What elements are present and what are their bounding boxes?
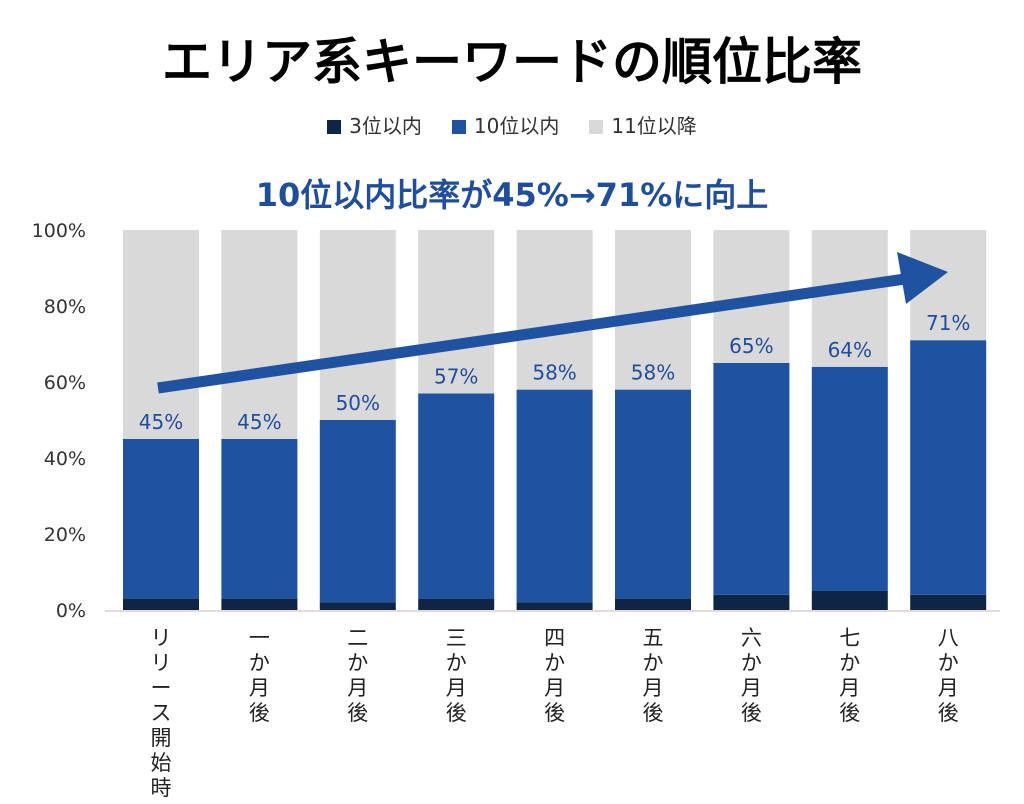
bar-segment-below11 — [418, 230, 495, 394]
legend-label: 11位以降 — [611, 114, 697, 138]
legend-item-top3: 3位以内 — [327, 110, 422, 139]
x-tick-label-char: 月 — [249, 676, 270, 700]
legend-label: 3位以内 — [349, 114, 422, 138]
trend-arrow-head — [897, 252, 948, 304]
legend-item-top10: 10位以内 — [451, 110, 560, 139]
x-tick-label-char: 月 — [446, 676, 467, 700]
y-tick-label: 20% — [44, 524, 86, 546]
x-tick-label-char: 時 — [151, 776, 172, 800]
bar-segment-below11 — [123, 230, 199, 439]
x-tick-label-char: 月 — [741, 676, 762, 700]
x-tick-label-char: 八 — [938, 626, 959, 650]
x-tick-label-char: 後 — [446, 701, 467, 725]
bar-segment-top3 — [811, 591, 888, 610]
bar-segment-top3 — [221, 598, 298, 610]
x-tick-label-char: リ — [151, 651, 172, 675]
x-tick-label-char: 後 — [938, 701, 959, 725]
x-tick-label-char: 後 — [741, 701, 762, 725]
data-label: 45% — [139, 410, 183, 434]
x-tick-label-char: 月 — [544, 676, 565, 700]
data-label: 71% — [926, 311, 970, 335]
x-tick-label-char: か — [643, 651, 664, 675]
x-tick-label-char: 後 — [643, 701, 664, 725]
bar-segment-top10 — [910, 340, 987, 595]
bar-segment-top3 — [319, 602, 396, 610]
data-label: 58% — [532, 361, 576, 385]
bar-segment-below11 — [811, 230, 888, 367]
x-tick-label-char: 月 — [347, 676, 368, 700]
x-tick-label-char: か — [446, 651, 467, 675]
bar-segment-top10 — [516, 389, 593, 603]
chart-title: エリア系キーワードの順位比率 — [162, 33, 862, 91]
x-tick-label-char: 七 — [839, 626, 860, 650]
y-tick-label: 80% — [44, 296, 86, 318]
x-tick-label-char: 月 — [839, 676, 860, 700]
bar-segment-top10 — [319, 420, 396, 603]
x-tick-label-char: 後 — [544, 701, 565, 725]
bar-segment-top3 — [516, 602, 593, 610]
bar-segment-below11 — [319, 230, 396, 420]
x-tick-label-char: ー — [151, 676, 172, 700]
data-label: 50% — [336, 391, 380, 415]
x-tick-label-char: か — [347, 651, 368, 675]
legend-swatch — [327, 120, 342, 134]
x-tick-label-char: 後 — [249, 701, 270, 725]
x-tick-label-char: か — [839, 651, 860, 675]
x-tick-label-char: 後 — [347, 701, 368, 725]
x-tick-label-char: ス — [151, 701, 172, 725]
y-tick-label: 100% — [32, 220, 86, 242]
trend-arrow-shaft — [157, 273, 906, 394]
x-tick-label-char: 月 — [938, 676, 959, 700]
legend: 3位以内 10位以内 11位以降 — [0, 110, 1024, 139]
y-tick-label: 0% — [56, 600, 86, 622]
x-tick-label-char: 二 — [347, 626, 368, 650]
bar-segment-top3 — [123, 598, 199, 610]
bar-segment-top10 — [811, 366, 888, 591]
legend-swatch — [589, 120, 604, 134]
bar-segment-top10 — [123, 439, 199, 599]
bar-segment-top3 — [615, 598, 691, 610]
data-label: 64% — [828, 338, 872, 362]
x-tick-label-char: 後 — [839, 701, 860, 725]
bar-segment-top3 — [713, 594, 790, 610]
bar-segment-below11 — [221, 230, 298, 439]
data-label: 45% — [237, 410, 281, 434]
x-tick-label-char: 三 — [446, 626, 467, 650]
data-label: 65% — [729, 334, 773, 358]
x-tick-label-char: か — [741, 651, 762, 675]
x-tick-label-char: か — [544, 651, 565, 675]
x-tick-label-char: 五 — [643, 626, 664, 650]
x-tick-label-char: か — [249, 651, 270, 675]
legend-label: 10位以内 — [473, 114, 560, 138]
bar-segment-top3 — [910, 594, 987, 610]
data-label: 57% — [434, 364, 478, 388]
y-tick-label: 60% — [44, 372, 86, 394]
bar-segment-top10 — [221, 439, 298, 599]
bar-segment-top10 — [418, 393, 495, 599]
legend-swatch — [451, 120, 466, 134]
bar-segment-top10 — [615, 389, 691, 599]
x-tick-label-char: 一 — [249, 626, 270, 650]
chart-subtitle: 10位以内比率が45%→71%に向上 — [255, 176, 769, 214]
x-tick-label-char: 四 — [544, 626, 565, 650]
bar-segment-top10 — [713, 363, 790, 595]
x-tick-label-char: 月 — [643, 676, 664, 700]
x-tick-label-char: リ — [151, 626, 172, 650]
x-tick-label-char: 六 — [741, 626, 762, 650]
x-tick-label-char: 始 — [151, 751, 172, 775]
x-tick-label-char: 開 — [151, 726, 172, 750]
x-tick-label-char: か — [938, 651, 959, 675]
y-tick-label: 40% — [44, 448, 86, 470]
legend-item-below11: 11位以降 — [589, 110, 697, 139]
bar-segment-below11 — [516, 230, 593, 390]
data-label: 58% — [631, 361, 675, 385]
bar-segment-top3 — [418, 598, 495, 610]
